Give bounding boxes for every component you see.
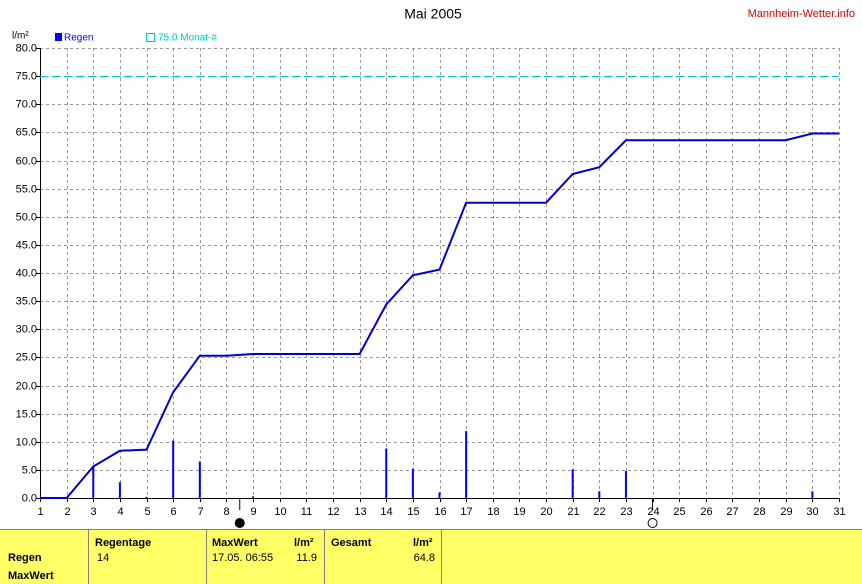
y-tick-label: 50.0 <box>16 211 37 223</box>
site-name: Mannheim-Wetter.info <box>748 8 855 20</box>
legend-swatch <box>146 33 155 42</box>
bar <box>465 431 468 498</box>
legend-label: 75.0 Monat-# <box>158 33 217 44</box>
table-lines <box>0 529 862 584</box>
x-tick-label: 3 <box>90 506 96 518</box>
bar <box>252 496 255 498</box>
x-tick-label: 25 <box>673 506 685 518</box>
bar <box>172 440 175 498</box>
y-tick-label: 15.0 <box>16 408 37 420</box>
bar <box>571 469 574 498</box>
bar <box>598 491 601 498</box>
x-tick-label: 15 <box>407 506 419 518</box>
table-header: Gesamt <box>331 537 372 549</box>
y-axis-label: l/m² <box>12 31 29 42</box>
bar <box>145 496 148 498</box>
row-label: MaxWert <box>8 570 54 582</box>
table-head: Regentage MaxWert l/m² Gesamt l/m² Regen… <box>8 537 433 582</box>
x-tick-label: 19 <box>513 506 525 518</box>
bar <box>438 492 441 498</box>
table-header: l/m² <box>294 537 314 549</box>
x-tick-label: 26 <box>700 506 712 518</box>
legend-swatch <box>55 33 62 41</box>
bar <box>92 466 95 498</box>
x-tick-label: 9 <box>250 506 256 518</box>
x-tick-label: 28 <box>753 506 765 518</box>
y-tick-label: 80.0 <box>16 42 37 54</box>
x-tick-label: 2 <box>64 506 70 518</box>
x-tick-label: 11 <box>301 506 312 518</box>
x-tick-label: 14 <box>380 506 392 518</box>
x-tick-label: 10 <box>274 506 286 518</box>
y-tick-label: 70.0 <box>16 98 37 110</box>
table-header: Regentage <box>95 537 151 549</box>
legend-label: Regen <box>64 33 93 44</box>
x-tick-label: 4 <box>117 506 123 518</box>
x-tick-label: 21 <box>567 506 579 518</box>
x-tick-label: 8 <box>223 506 229 518</box>
y-tick-label: 35.0 <box>16 295 37 307</box>
table-header: l/m² <box>413 537 433 549</box>
x-tick-label: 27 <box>726 506 738 518</box>
y-tick-label: 0.0 <box>22 492 37 504</box>
y-tick-label: 55.0 <box>16 183 37 195</box>
y-tick-label: 65.0 <box>16 126 37 138</box>
table-cell: 14 <box>97 552 109 564</box>
y-tick-label: 20.0 <box>16 380 37 392</box>
moon-marker <box>234 518 245 528</box>
y-tick-label: 60.0 <box>16 155 37 167</box>
x-tick-label: 6 <box>170 506 176 518</box>
x-tick-label: 13 <box>354 506 366 518</box>
table-cell: 17.05. 06:55 <box>212 552 273 564</box>
x-tick-label: 30 <box>806 506 818 518</box>
x-tick-label: 31 <box>833 506 845 518</box>
table-cell: 11.9 <box>296 552 317 564</box>
x-tick-label: 22 <box>593 506 605 518</box>
y-tick-label: 30.0 <box>16 323 37 335</box>
x-tick-label: 24 <box>647 506 659 518</box>
x-tick-label: 29 <box>780 506 792 518</box>
table-cell: 64.8 <box>414 552 435 564</box>
chart-title: Mai 2005 <box>404 6 462 22</box>
x-tick-label: 16 <box>434 506 446 518</box>
y-tick-label: 5.0 <box>22 464 37 476</box>
cumulative-line <box>40 132 839 499</box>
x-tick-label: 7 <box>197 506 203 518</box>
x-tick-label: 12 <box>327 506 339 518</box>
x-tick-label: 17 <box>460 506 472 518</box>
x-tick-label: 5 <box>144 506 150 518</box>
bar <box>811 491 814 498</box>
x-tick-label: 20 <box>540 506 552 518</box>
bar <box>198 461 201 498</box>
y-tick-label: 45.0 <box>16 239 37 251</box>
table-header: MaxWert <box>212 537 258 549</box>
x-tick-label: 23 <box>620 506 632 518</box>
bar <box>385 448 388 498</box>
x-tick-label: 18 <box>487 506 499 518</box>
row-label: Regen <box>8 552 42 564</box>
x-tick-label: 1 <box>37 506 43 518</box>
y-tick-label: 25.0 <box>16 351 37 363</box>
moon-marker <box>647 518 658 528</box>
y-tick-label: 40.0 <box>16 267 37 279</box>
bar <box>411 468 414 498</box>
table-panel <box>0 529 862 584</box>
bar <box>118 482 121 498</box>
y-tick-label: 10.0 <box>16 436 37 448</box>
bar <box>624 471 627 498</box>
y-tick-label: 75.0 <box>16 70 37 82</box>
